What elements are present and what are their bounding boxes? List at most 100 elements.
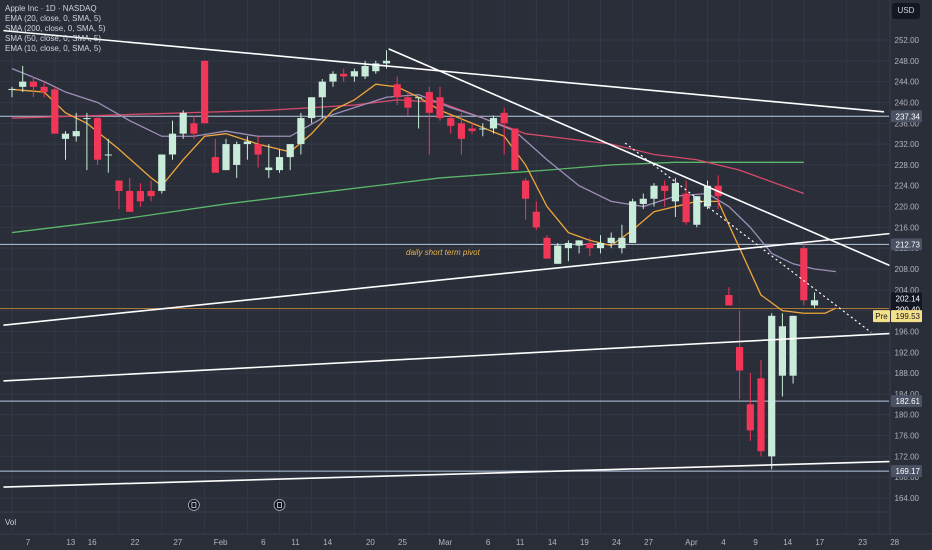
candle-body xyxy=(340,73,348,77)
price-tick-label: 188.00 xyxy=(895,369,920,378)
candle-body xyxy=(136,190,144,202)
time-tick-label: Mar xyxy=(438,538,452,547)
ema10-line xyxy=(11,83,837,314)
legend-symbol-title[interactable]: Apple Inc · 1D · NASDAQ xyxy=(5,4,97,13)
price-label-box xyxy=(891,395,922,408)
horizontal-levels xyxy=(0,115,889,472)
price-tick-label: 252.00 xyxy=(895,36,920,45)
price-tick-label: 208.00 xyxy=(895,265,920,274)
legend-ema10[interactable]: EMA (10, close, 0, SMA, 5) xyxy=(5,44,102,53)
candle-body xyxy=(222,144,230,171)
dotted-trendline xyxy=(624,142,872,333)
time-tick-label: 27 xyxy=(644,538,653,547)
candle-body xyxy=(393,84,401,98)
price-tick-label: 196.00 xyxy=(895,327,920,336)
time-tick-label: 4 xyxy=(721,538,726,547)
candle-body xyxy=(810,300,819,306)
time-tick-label: 17 xyxy=(815,538,824,547)
candle-body xyxy=(179,112,187,134)
price-tick-label: 180.00 xyxy=(895,411,920,420)
price-tick-label: 232.00 xyxy=(895,140,920,149)
candle-body xyxy=(201,60,209,124)
candle-body xyxy=(104,154,112,156)
premarket-tag-box xyxy=(873,310,890,323)
pivot-annotation: daily short term pivot xyxy=(406,248,480,257)
candle-body xyxy=(29,81,37,87)
price-label-box xyxy=(891,238,922,251)
candle-body xyxy=(190,123,198,134)
currency-button[interactable]: USD xyxy=(892,3,920,19)
candle-body xyxy=(671,183,679,202)
candle-body xyxy=(19,81,27,87)
price-tick-label: 184.00 xyxy=(895,390,920,399)
time-tick-label: 7 xyxy=(26,538,31,547)
time-tick-label: 28 xyxy=(890,538,899,547)
candle-body xyxy=(126,190,134,212)
price-label-box xyxy=(891,310,922,323)
candle-body xyxy=(522,180,530,199)
candle-body xyxy=(789,315,797,376)
legend-ema20[interactable]: EMA (20, close, 0, SMA, 5) xyxy=(5,14,102,23)
candle-body xyxy=(596,242,605,249)
candle-body xyxy=(275,157,284,171)
price-label-text: 169.17 xyxy=(896,467,921,476)
candle-body xyxy=(607,237,615,243)
price-tick-label: 168.00 xyxy=(895,473,920,482)
earnings-icon-circle xyxy=(273,499,286,511)
time-tick-label: 13 xyxy=(66,538,75,547)
trendline xyxy=(3,29,885,113)
candle-body xyxy=(543,237,551,259)
price-tick-label: 216.00 xyxy=(895,223,920,232)
time-tick-label: 22 xyxy=(131,538,140,547)
candle-body xyxy=(693,196,701,225)
candle-body xyxy=(8,88,16,90)
candle-body xyxy=(168,133,177,155)
candle-body xyxy=(629,201,637,243)
time-tick-label: 11 xyxy=(516,538,525,547)
candle-body xyxy=(297,118,305,145)
price-tick-label: 236.00 xyxy=(895,119,920,128)
earnings-icon-glyph xyxy=(191,502,197,508)
time-tick-label: 19 xyxy=(580,538,589,547)
candle-body xyxy=(489,118,498,129)
earnings-icon-circle xyxy=(187,499,200,511)
candle-body xyxy=(404,97,412,108)
candle-body xyxy=(554,245,562,264)
candle-body xyxy=(72,131,80,137)
price-tick-label: 220.00 xyxy=(895,203,920,212)
price-axis[interactable]: 164.00 168.00 172.00 176.00 180.00 184.00 188.… xyxy=(873,0,932,534)
moving-averages xyxy=(11,68,837,314)
legend-sma50[interactable]: SMA (50, close, 0, SMA, 5) xyxy=(5,34,102,43)
earnings-markers[interactable] xyxy=(187,499,286,511)
price-label-text: 200.40 xyxy=(896,306,921,315)
candle-body xyxy=(586,242,594,249)
trendline xyxy=(388,48,890,267)
candle-body xyxy=(800,248,808,301)
candle-body xyxy=(661,185,669,191)
candle-body xyxy=(500,112,508,124)
candle-body xyxy=(265,167,273,171)
trendline xyxy=(3,232,890,327)
candle-body xyxy=(768,315,776,457)
price-tick-label: 192.00 xyxy=(895,348,920,357)
candle-body xyxy=(639,198,647,204)
price-tick-label: 248.00 xyxy=(895,57,920,66)
time-axis[interactable]: 7 13 16 22 27 Feb 6 11 14 20 25 Mar 6 11 14 19 24 27 Apr 4 9… xyxy=(0,533,932,550)
candle-body xyxy=(115,180,123,191)
price-label-text: 202.14 xyxy=(896,294,921,303)
candle-body xyxy=(243,141,251,145)
time-tick-label: 6 xyxy=(486,538,491,547)
candle-body xyxy=(575,240,583,246)
price-label-box xyxy=(891,465,922,478)
price-tick-label: 176.00 xyxy=(895,432,920,441)
time-tick-label: 14 xyxy=(783,538,792,547)
price-label-text: 182.61 xyxy=(896,397,921,406)
candlesticks xyxy=(8,50,819,470)
legend-sma200[interactable]: SMA (200, close, 0, SMA, 5) xyxy=(5,24,106,33)
time-tick-label: Apr xyxy=(685,538,698,547)
price-label-box xyxy=(891,292,922,305)
earnings-icon-glyph xyxy=(277,502,282,508)
candle-body xyxy=(425,92,433,113)
time-tick-label: 16 xyxy=(88,538,97,547)
